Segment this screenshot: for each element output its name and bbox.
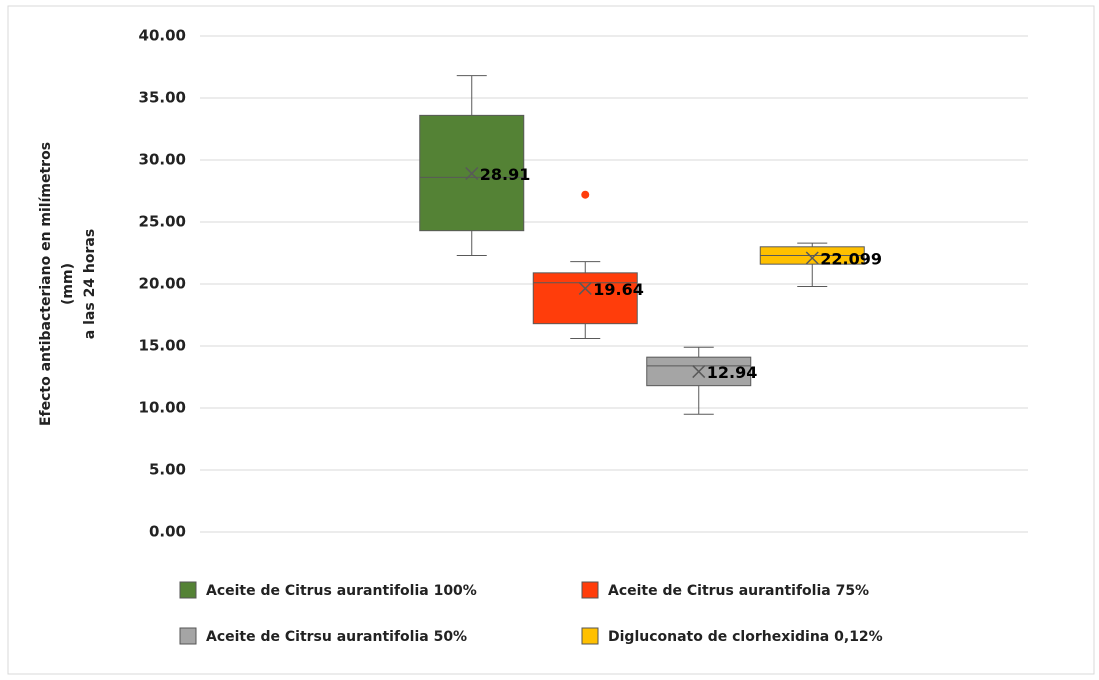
y-tick-label: 5.00 (149, 461, 186, 479)
mean-marker (465, 166, 479, 181)
legend-swatch (179, 627, 197, 645)
legend-label: Digluconato de clorhexidina 0,12% (608, 629, 883, 645)
y-tick-label: 15.00 (139, 337, 186, 355)
y-tick-label: 10.00 (139, 399, 186, 417)
y-tick-label: 35.00 (139, 89, 186, 107)
mean-label: 19.64 (593, 280, 644, 299)
y-axis-label: a las 24 horas (82, 229, 98, 339)
legend-label: Aceite de Citrsu aurantifolia 50% (206, 629, 467, 645)
legend-swatch (581, 581, 599, 599)
legend-swatch (179, 581, 197, 599)
mean-marker (692, 365, 706, 379)
legend-label: Aceite de Citrus aurantifolia 75% (608, 583, 869, 599)
mean-label: 28.91 (480, 165, 531, 184)
y-tick-label: 40.00 (139, 27, 186, 45)
legend-label: Aceite de Citrus aurantifolia 100% (206, 583, 477, 599)
legend-swatch (581, 627, 599, 645)
y-tick-label: 25.00 (139, 213, 186, 231)
chart-frame (7, 5, 1095, 675)
y-axis-label: (mm) (60, 263, 76, 305)
mean-marker (578, 281, 592, 295)
y-axis-label: Efecto antibacteriano en milímetros (38, 142, 54, 426)
outlier (581, 190, 590, 199)
y-tick-label: 30.00 (139, 151, 186, 169)
mean-marker (805, 251, 819, 265)
mean-label: 12.94 (707, 363, 758, 382)
y-tick-label: 0.00 (149, 523, 186, 541)
y-tick-label: 20.00 (139, 275, 186, 293)
mean-label: 22.099 (820, 249, 882, 268)
box (532, 272, 638, 325)
